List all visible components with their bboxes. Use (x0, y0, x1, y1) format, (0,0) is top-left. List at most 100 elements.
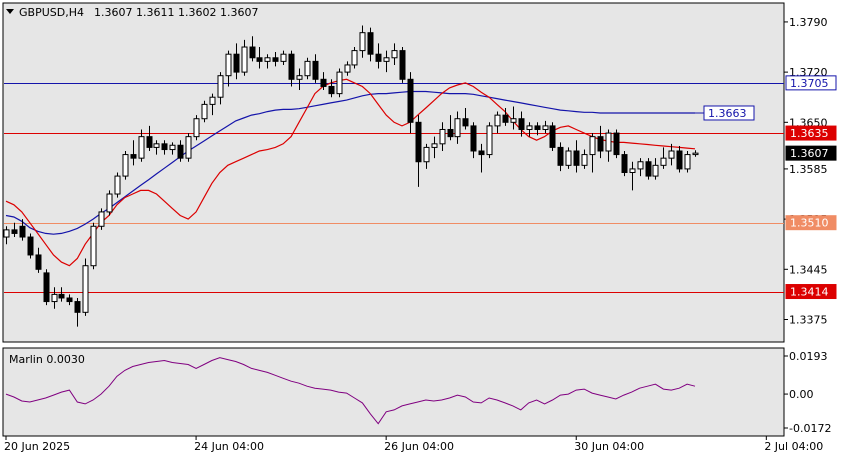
candle-69 (549, 122, 556, 151)
candle-body-87 (692, 152, 699, 156)
candle-body-75 (597, 136, 604, 152)
candle-36 (288, 50, 295, 87)
candle-12 (98, 208, 105, 230)
candle-body-19 (153, 143, 160, 148)
candle-body-81 (645, 161, 652, 177)
candle-83 (660, 147, 667, 169)
candle-80 (637, 158, 644, 177)
candle-27 (217, 72, 224, 105)
candle-body-77 (613, 132, 620, 156)
candle-58 (462, 107, 469, 130)
candle-body-78 (621, 154, 628, 173)
ma-value-tag-box (703, 105, 755, 121)
candlesticks (3, 25, 699, 327)
candle-body-58 (462, 118, 469, 127)
candle-56 (447, 115, 454, 141)
candle-body-67 (534, 125, 541, 130)
candle-body-36 (288, 53, 295, 80)
y-tick-label-0: 1.3790 (789, 16, 828, 29)
x-tick-label-1: 24 Jun 04:00 (194, 440, 264, 453)
candle-8 (66, 294, 73, 306)
level-tag-0-box (785, 75, 837, 91)
candle-24 (193, 115, 200, 141)
candle-body-80 (637, 161, 644, 170)
level-tag-1-box (785, 125, 837, 141)
candle-47 (375, 43, 382, 69)
candle-body-50 (399, 50, 406, 80)
candle-22 (177, 140, 184, 162)
symbol-label: GBPUSD,H4 (19, 6, 84, 19)
candle-body-56 (447, 128, 454, 138)
candle-77 (613, 129, 620, 159)
candle-body-31 (249, 46, 256, 59)
candle-26 (209, 93, 216, 116)
candle-body-46 (367, 32, 374, 55)
candle-body-51 (407, 78, 414, 123)
candle-30 (241, 39, 248, 76)
candle-84 (668, 143, 675, 166)
candle-37 (296, 68, 303, 91)
candle-body-82 (652, 164, 659, 177)
ind-tick-label-1: 0.00 (789, 388, 814, 401)
candle-17 (138, 129, 145, 162)
candle-body-21 (169, 144, 176, 151)
candle-55 (439, 122, 446, 151)
price-labels: 1.3705 1.3635 1.3510 1.3414 1.3607 1.3663 (703, 75, 837, 300)
current-price-tag-text: 1.3607 (790, 147, 829, 160)
candle-body-17 (138, 136, 145, 159)
candle-body-63 (502, 114, 509, 123)
candle-body-73 (581, 154, 588, 166)
candle-35 (280, 50, 287, 65)
level-tag-0: 1.3705 (785, 75, 837, 91)
candle-body-32 (256, 57, 263, 62)
candle-86 (684, 150, 691, 173)
candle-body-70 (557, 146, 564, 166)
candle-32 (256, 47, 263, 69)
candle-body-27 (217, 75, 224, 98)
candle-body-7 (58, 293, 65, 299)
candle-body-60 (478, 150, 485, 156)
candle-body-57 (454, 118, 461, 138)
time-axis: 20 Jun 2025 24 Jun 04:00 26 Jun 04:00 30 Ju… (4, 436, 823, 453)
candle-73 (581, 149, 588, 169)
current-price-tag-box (785, 145, 837, 161)
price-axis: 1.37901.37201.36501.35851.35151.34451.33… (784, 16, 828, 326)
candle-body-18 (146, 136, 153, 148)
candle-body-79 (629, 168, 636, 173)
candle-body-20 (161, 143, 168, 151)
candle-body-54 (431, 143, 438, 148)
candle-64 (510, 106, 517, 130)
candle-body-40 (320, 78, 327, 87)
candle-71 (565, 147, 572, 169)
candle-body-74 (589, 136, 596, 156)
horizontal-levels (4, 83, 784, 293)
candle-34 (272, 52, 279, 67)
candle-body-28 (225, 53, 232, 77)
candle-29 (233, 43, 240, 80)
candle-7 (58, 287, 65, 302)
candle-body-2 (19, 225, 26, 238)
candle-0 (3, 226, 10, 245)
candle-body-72 (573, 150, 580, 166)
candle-38 (304, 57, 311, 80)
candle-39 (312, 54, 319, 83)
candle-body-71 (565, 150, 572, 166)
candle-40 (320, 72, 327, 91)
candle-body-85 (676, 150, 683, 170)
candle-6 (51, 287, 58, 309)
candle-78 (621, 150, 628, 177)
ma-blue-line (5, 90, 695, 235)
dropdown-triangle-icon[interactable] (6, 9, 14, 14)
candle-18 (146, 125, 153, 151)
candle-body-66 (526, 125, 533, 130)
x-tick-label-0: 20 Jun 2025 (4, 440, 70, 453)
candle-body-83 (660, 157, 667, 166)
candle-body-0 (3, 229, 10, 238)
candle-body-86 (684, 154, 691, 170)
candle-body-64 (510, 118, 517, 123)
candle-body-59 (470, 125, 477, 152)
ind-tick-label-0: 0.0193 (789, 350, 828, 363)
candle-body-55 (439, 128, 446, 145)
candle-body-22 (177, 144, 184, 159)
x-tick-label-4: 2 Jul 04:00 (764, 440, 823, 453)
